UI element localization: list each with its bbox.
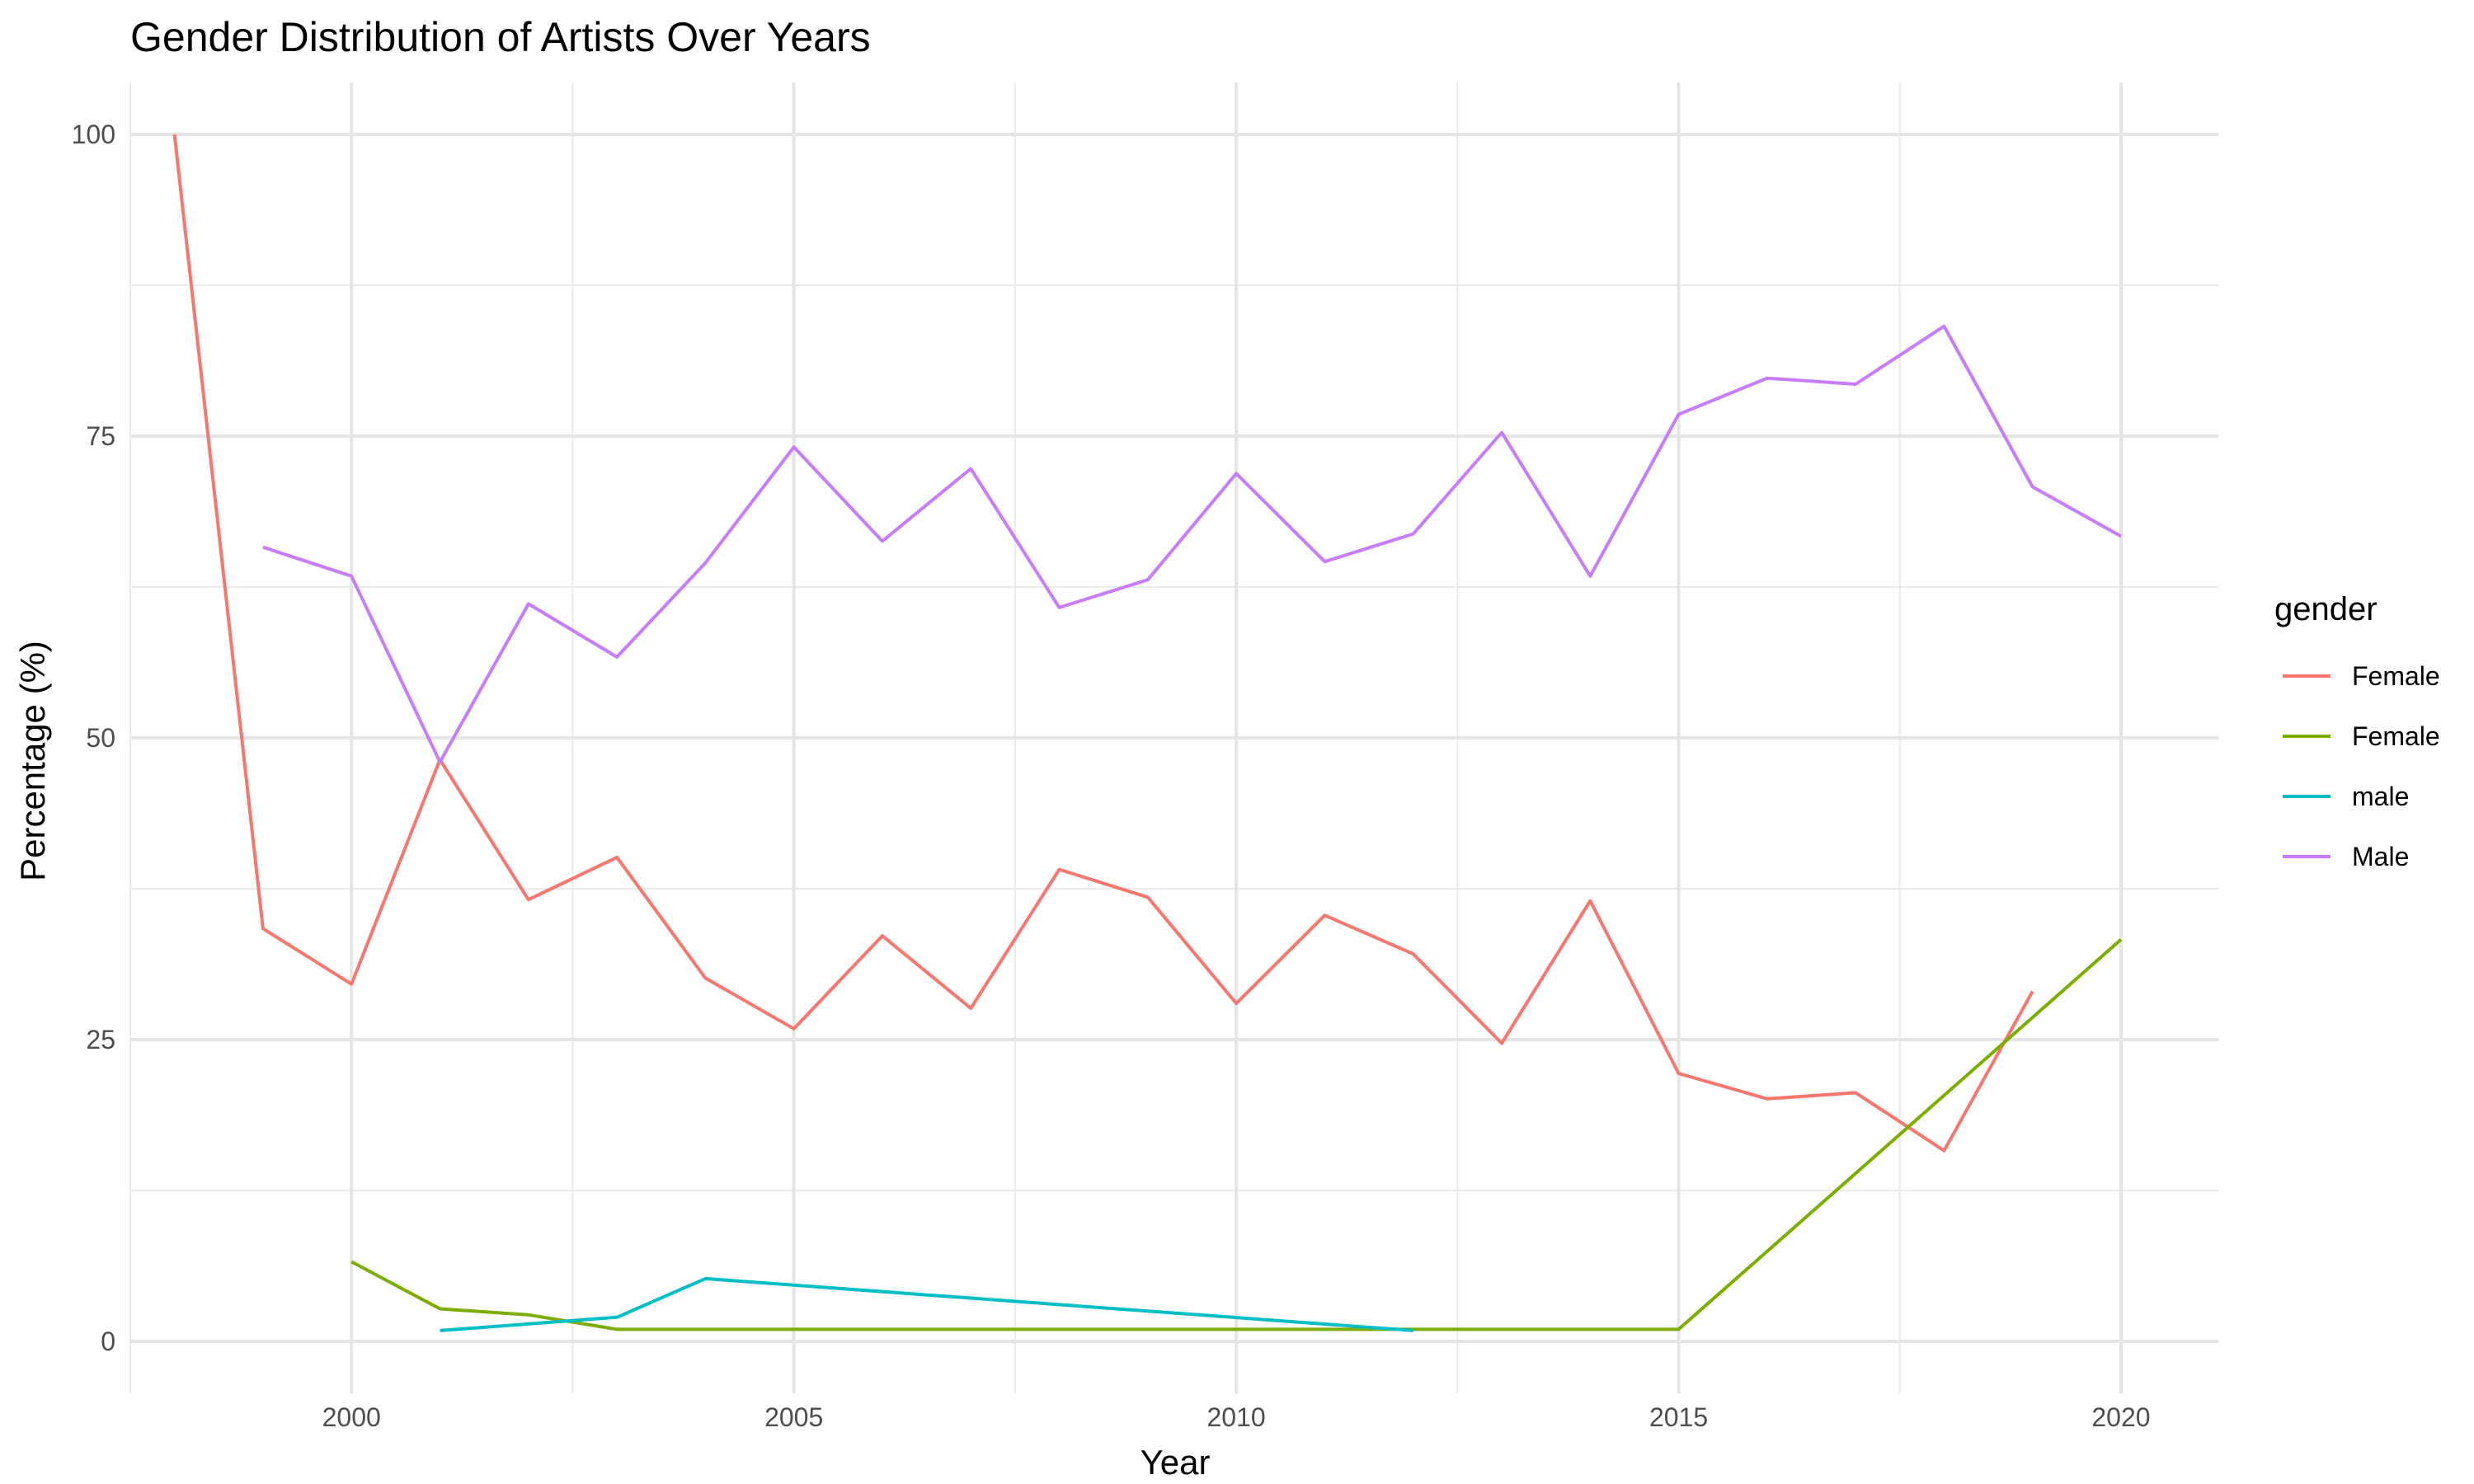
y-tick-label: 50 — [86, 723, 115, 753]
series-line-4 — [262, 324, 2122, 764]
series-lines — [172, 134, 2123, 1332]
y-axis-ticks: 0 25 50 75 100 — [72, 120, 115, 1356]
x-tick-label: 2010 — [1207, 1402, 1266, 1432]
chart-title: Gender Distribution of Artists Over Year… — [130, 14, 871, 60]
legend-label-4: Male — [2352, 842, 2409, 871]
y-tick-label: 25 — [86, 1025, 115, 1054]
x-tick-label: 2000 — [322, 1402, 381, 1432]
legend-label-3: male — [2352, 782, 2409, 811]
y-tick-label: 100 — [72, 120, 115, 149]
y-tick-label: 75 — [86, 421, 115, 451]
x-tick-label: 2005 — [764, 1402, 823, 1432]
x-axis-ticks: 2000 2005 2010 2015 2020 — [322, 1402, 2151, 1432]
x-axis-title: Year — [1141, 1443, 1211, 1482]
x-tick-label: 2020 — [2091, 1402, 2150, 1432]
legend-label-2: Female — [2352, 721, 2440, 751]
major-gridlines — [130, 82, 2218, 1393]
y-tick-label: 0 — [101, 1327, 115, 1356]
series-line-3 — [440, 1276, 1413, 1332]
x-tick-label: 2015 — [1649, 1402, 1708, 1432]
series-line-1 — [172, 134, 2034, 1153]
y-axis-title: Percentage (%) — [13, 641, 52, 881]
legend: gender Female Female male Male — [2274, 591, 2440, 871]
legend-label-1: Female — [2352, 661, 2440, 691]
legend-title: gender — [2274, 591, 2378, 627]
series-line-2 — [350, 937, 2123, 1331]
